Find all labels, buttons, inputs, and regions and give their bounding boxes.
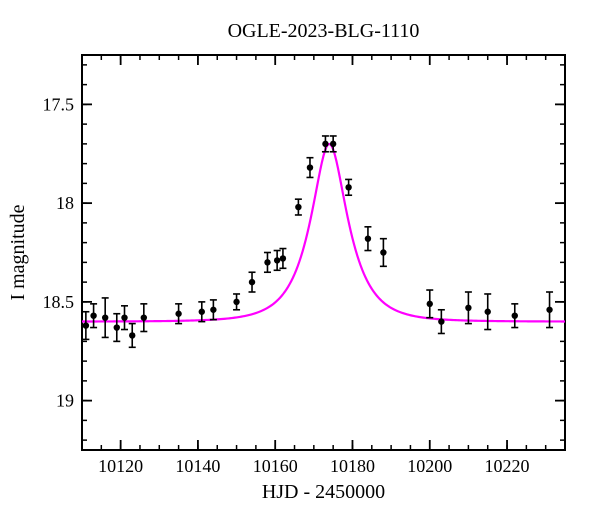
data-point xyxy=(129,332,135,338)
data-point xyxy=(485,309,491,315)
data-point xyxy=(427,301,433,307)
data-point xyxy=(249,279,255,285)
x-tick-label: 10200 xyxy=(407,456,452,476)
data-point xyxy=(322,141,328,147)
data-point xyxy=(199,309,205,315)
data-point xyxy=(114,324,120,330)
data-point xyxy=(380,249,386,255)
y-tick-label: 19 xyxy=(56,391,74,411)
data-point xyxy=(175,311,181,317)
data-point xyxy=(365,235,371,241)
x-axis-label: HJD - 2450000 xyxy=(262,481,385,503)
data-point xyxy=(90,313,96,319)
data-point xyxy=(274,257,280,263)
data-point xyxy=(102,314,108,320)
data-point xyxy=(307,164,313,170)
y-axis-label: I magnitude xyxy=(7,204,29,300)
data-point xyxy=(121,314,127,320)
y-tick-label: 18.5 xyxy=(43,292,75,312)
y-tick-label: 18 xyxy=(56,193,74,213)
data-point xyxy=(438,318,444,324)
x-tick-label: 10220 xyxy=(485,456,530,476)
data-point xyxy=(280,255,286,261)
data-point xyxy=(512,313,518,319)
x-tick-label: 10120 xyxy=(98,456,143,476)
chart-bg xyxy=(0,0,600,512)
x-tick-label: 10180 xyxy=(330,456,375,476)
light-curve-chart: 10120 10140 10160 10180 10200 10220 17.5 18 18.5… xyxy=(0,0,600,512)
data-point xyxy=(546,307,552,313)
data-point xyxy=(295,204,301,210)
data-point xyxy=(465,305,471,311)
data-point xyxy=(233,299,239,305)
data-point xyxy=(141,314,147,320)
x-tick-label: 10160 xyxy=(253,456,298,476)
data-point xyxy=(345,184,351,190)
chart-title: OGLE-2023-BLG-1110 xyxy=(228,20,420,42)
x-tick-label: 10140 xyxy=(175,456,220,476)
data-point xyxy=(330,141,336,147)
y-tick-label: 17.5 xyxy=(43,94,75,114)
data-point xyxy=(83,322,89,328)
data-point xyxy=(210,307,216,313)
data-point xyxy=(264,259,270,265)
